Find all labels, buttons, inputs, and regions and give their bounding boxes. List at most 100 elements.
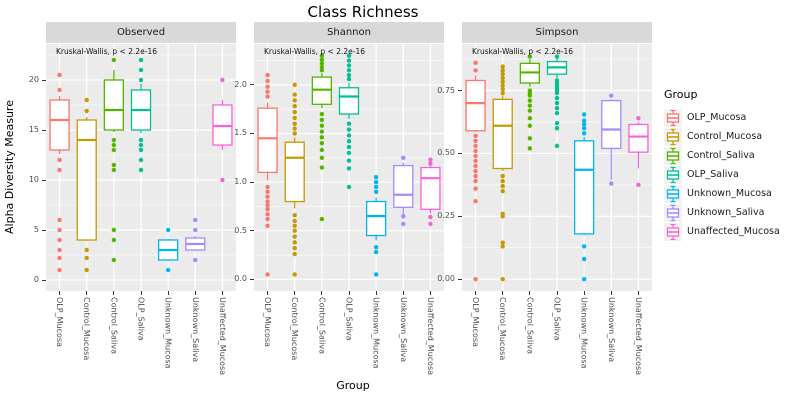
legend-label: OLP_Mucosa [687,112,747,123]
y-tick-label: 15 [28,125,39,134]
panel-simpson [462,44,652,291]
y-tick-mark [250,181,254,183]
boxplot-key-icon [664,108,682,127]
y-tick-mark [42,179,46,181]
x-tick-label: OLP_Saliva [552,297,562,341]
legend-item: Unaffected_Mucosa [664,222,800,241]
kruskal-annotation: Kruskal-Wallis, p < 2.2e-16 [56,47,158,56]
y-tick-label: 10 [28,175,39,184]
box-olp_mucosa [257,72,278,277]
x-tick-mark [321,291,323,295]
x-tick-mark [348,291,350,295]
y-tick-label: 0.75 [437,85,455,95]
y-tick-mark [42,229,46,231]
boxplot-glyph-icon [666,204,680,221]
x-tick-label: Unknown_Mucosa [579,297,589,369]
box-unknown_saliva [185,217,206,263]
legend-label: Control_Mucosa [687,131,763,142]
box-unknown_mucosa [573,112,595,282]
boxplot-key-icon [664,222,682,241]
x-tick-label: Unaffected_Mucosa [425,297,435,376]
x-tick-label: Control_Saliva [109,297,119,354]
box-control_mucosa [76,97,97,273]
boxplot-glyph-icon [666,128,680,145]
x-tick-label: OLP_Saliva [344,297,354,341]
legend-item: Control_Saliva [664,146,800,165]
box-unknown_mucosa [365,175,387,277]
y-tick-mark [250,84,254,86]
legend-items: OLP_Mucosa Control_Mucosa Control_Saliva OL… [664,108,800,241]
x-tick-mark [59,291,61,295]
facet-strip-label: Shannon [327,27,371,38]
facet-strip-shannon: Shannon [254,22,444,43]
box-olp_saliva [130,57,152,173]
box-olp_mucosa [49,72,70,273]
x-tick-label: OLP_Saliva [136,297,146,341]
kruskal-annotation: Kruskal-Wallis, p < 2.2e-16 [264,47,366,56]
box-olp_saliva [338,53,360,190]
x-tick-mark [637,291,639,295]
legend-label: Unknown_Mucosa [687,188,772,199]
panel-observed [46,44,236,291]
legend-label: Control_Saliva [687,150,755,161]
x-tick-mark [267,291,269,295]
facet-strip-observed: Observed [46,22,236,43]
x-tick-label: OLP_Mucosa [55,297,65,347]
y-axis-title: Alpha Diversity Measure [3,100,16,234]
boxplot-key-icon [664,146,682,165]
y-tick-mark [458,278,462,280]
box-olp_saliva [546,54,568,149]
x-tick-mark [556,291,558,295]
facet-strip-simpson: Simpson [462,22,652,43]
x-tick-mark [375,291,377,295]
y-tick-label: 5 [33,225,39,234]
x-tick-label: OLP_Mucosa [263,297,273,347]
y-tick-label: 0.50 [437,148,455,158]
y-tick-mark [42,129,46,131]
box-control_saliva [103,57,125,263]
y-tick-mark [42,79,46,81]
box-unaffected_mucosa [420,157,441,227]
x-tick-mark [502,291,504,295]
y-tick-mark [458,215,462,217]
x-tick-mark [583,291,585,295]
y-tick-mark [250,132,254,134]
y-tick-label: 0.00 [437,274,455,284]
boxplot-glyph-icon [666,223,680,240]
y-tick-label: 1.0 [234,177,247,187]
y-tick-label: 1.5 [234,128,247,138]
box-unknown_saliva [393,155,414,227]
x-tick-label: Unknown_Saliva [398,297,408,363]
x-tick-label: Control_Mucosa [290,297,300,361]
y-tick-label: 0 [33,275,39,284]
x-tick-label: Unaffected_Mucosa [217,297,227,376]
x-tick-mark [429,291,431,295]
facet-strip-label: Simpson [535,27,579,38]
x-tick-mark [86,291,88,295]
box-olp_mucosa [465,60,486,282]
facet-strip-label: Observed [116,27,166,38]
boxplot-key-icon [664,184,682,203]
y-tick-mark [250,278,254,280]
x-tick-mark [221,291,223,295]
legend-item: OLP_Saliva [664,165,800,184]
x-tick-mark [140,291,142,295]
x-tick-label: Unknown_Mucosa [371,297,381,369]
x-tick-label: OLP_Mucosa [471,297,481,347]
y-tick-mark [42,279,46,281]
box-unknown_saliva [601,93,622,186]
legend-label: OLP_Saliva [687,169,739,180]
boxplot-glyph-icon [666,166,680,183]
x-tick-mark [294,291,296,295]
legend-label: Unknown_Saliva [687,207,765,218]
x-tick-label: Unaffected_Mucosa [633,297,643,376]
y-tick-label: 0.5 [234,225,247,235]
x-tick-mark [475,291,477,295]
y-tick-label: 20 [28,75,39,84]
chart-title: Class Richness [307,3,419,21]
boxplot-glyph-icon [666,109,680,126]
boxplot-glyph-icon [666,147,680,164]
box-unaffected_mucosa [212,77,233,183]
legend: Group OLP_Mucosa Control_Mucosa Control_Sa… [664,88,800,241]
